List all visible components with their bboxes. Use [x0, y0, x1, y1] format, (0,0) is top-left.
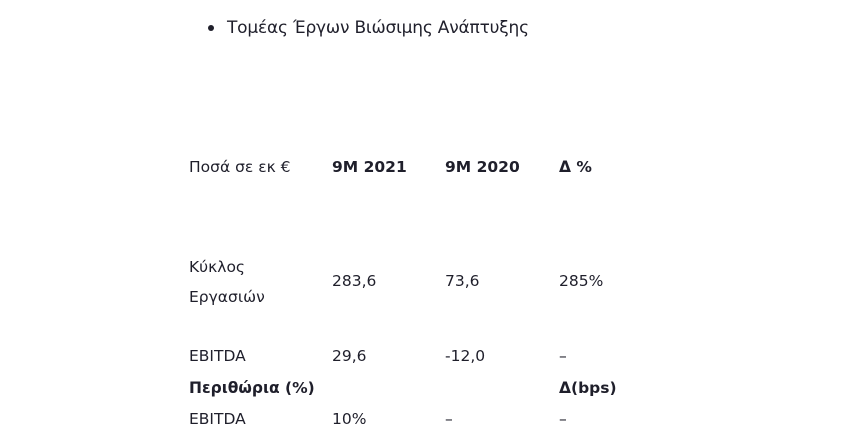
table-row: Κύκλος Εργασιών 283,6 73,6 285% [189, 218, 629, 306]
revenue-delta: 285% [559, 272, 604, 290]
ebitda-margin-delta: – [559, 410, 567, 428]
section-title: Τομέας Έργων Βιώσιμης Ανάπτυξης [227, 18, 529, 38]
margins-header-label: Περιθώρια (%) [189, 379, 315, 397]
ebitda-margin-2020: – [445, 410, 453, 428]
financial-table: Ποσά σε εκ € 9M 2021 9M 2020 Δ % Κύκλος … [189, 150, 629, 428]
header-9m-2020: 9M 2020 [445, 158, 520, 176]
ebitda-delta: – [559, 347, 567, 365]
section-bullet: Τομέας Έργων Βιώσιμης Ανάπτυξης [208, 16, 529, 40]
margins-header-delta: Δ(bps) [559, 379, 617, 397]
row-label-revenue: Κύκλος Εργασιών [189, 252, 299, 312]
header-delta-percent: Δ % [559, 158, 592, 176]
row-label-revenue-line1: Κύκλος [189, 258, 246, 276]
header-amounts: Ποσά σε εκ € [189, 158, 291, 176]
row-label-revenue-line2: Εργασιών [189, 288, 265, 306]
revenue-2021: 283,6 [332, 272, 377, 290]
revenue-2020: 73,6 [445, 272, 480, 290]
ebitda-2021: 29,6 [332, 347, 367, 365]
table-header-row: Ποσά σε εκ € 9M 2021 9M 2020 Δ % [189, 150, 629, 184]
header-9m-2021: 9M 2021 [332, 158, 407, 176]
row-label-ebitda: EBITDA [189, 347, 246, 365]
row-label-ebitda-margin: EBITDA [189, 410, 246, 428]
bullet-dot-icon [208, 25, 214, 31]
ebitda-2020: -12,0 [445, 347, 486, 365]
ebitda-margin-2021: 10% [332, 410, 367, 428]
